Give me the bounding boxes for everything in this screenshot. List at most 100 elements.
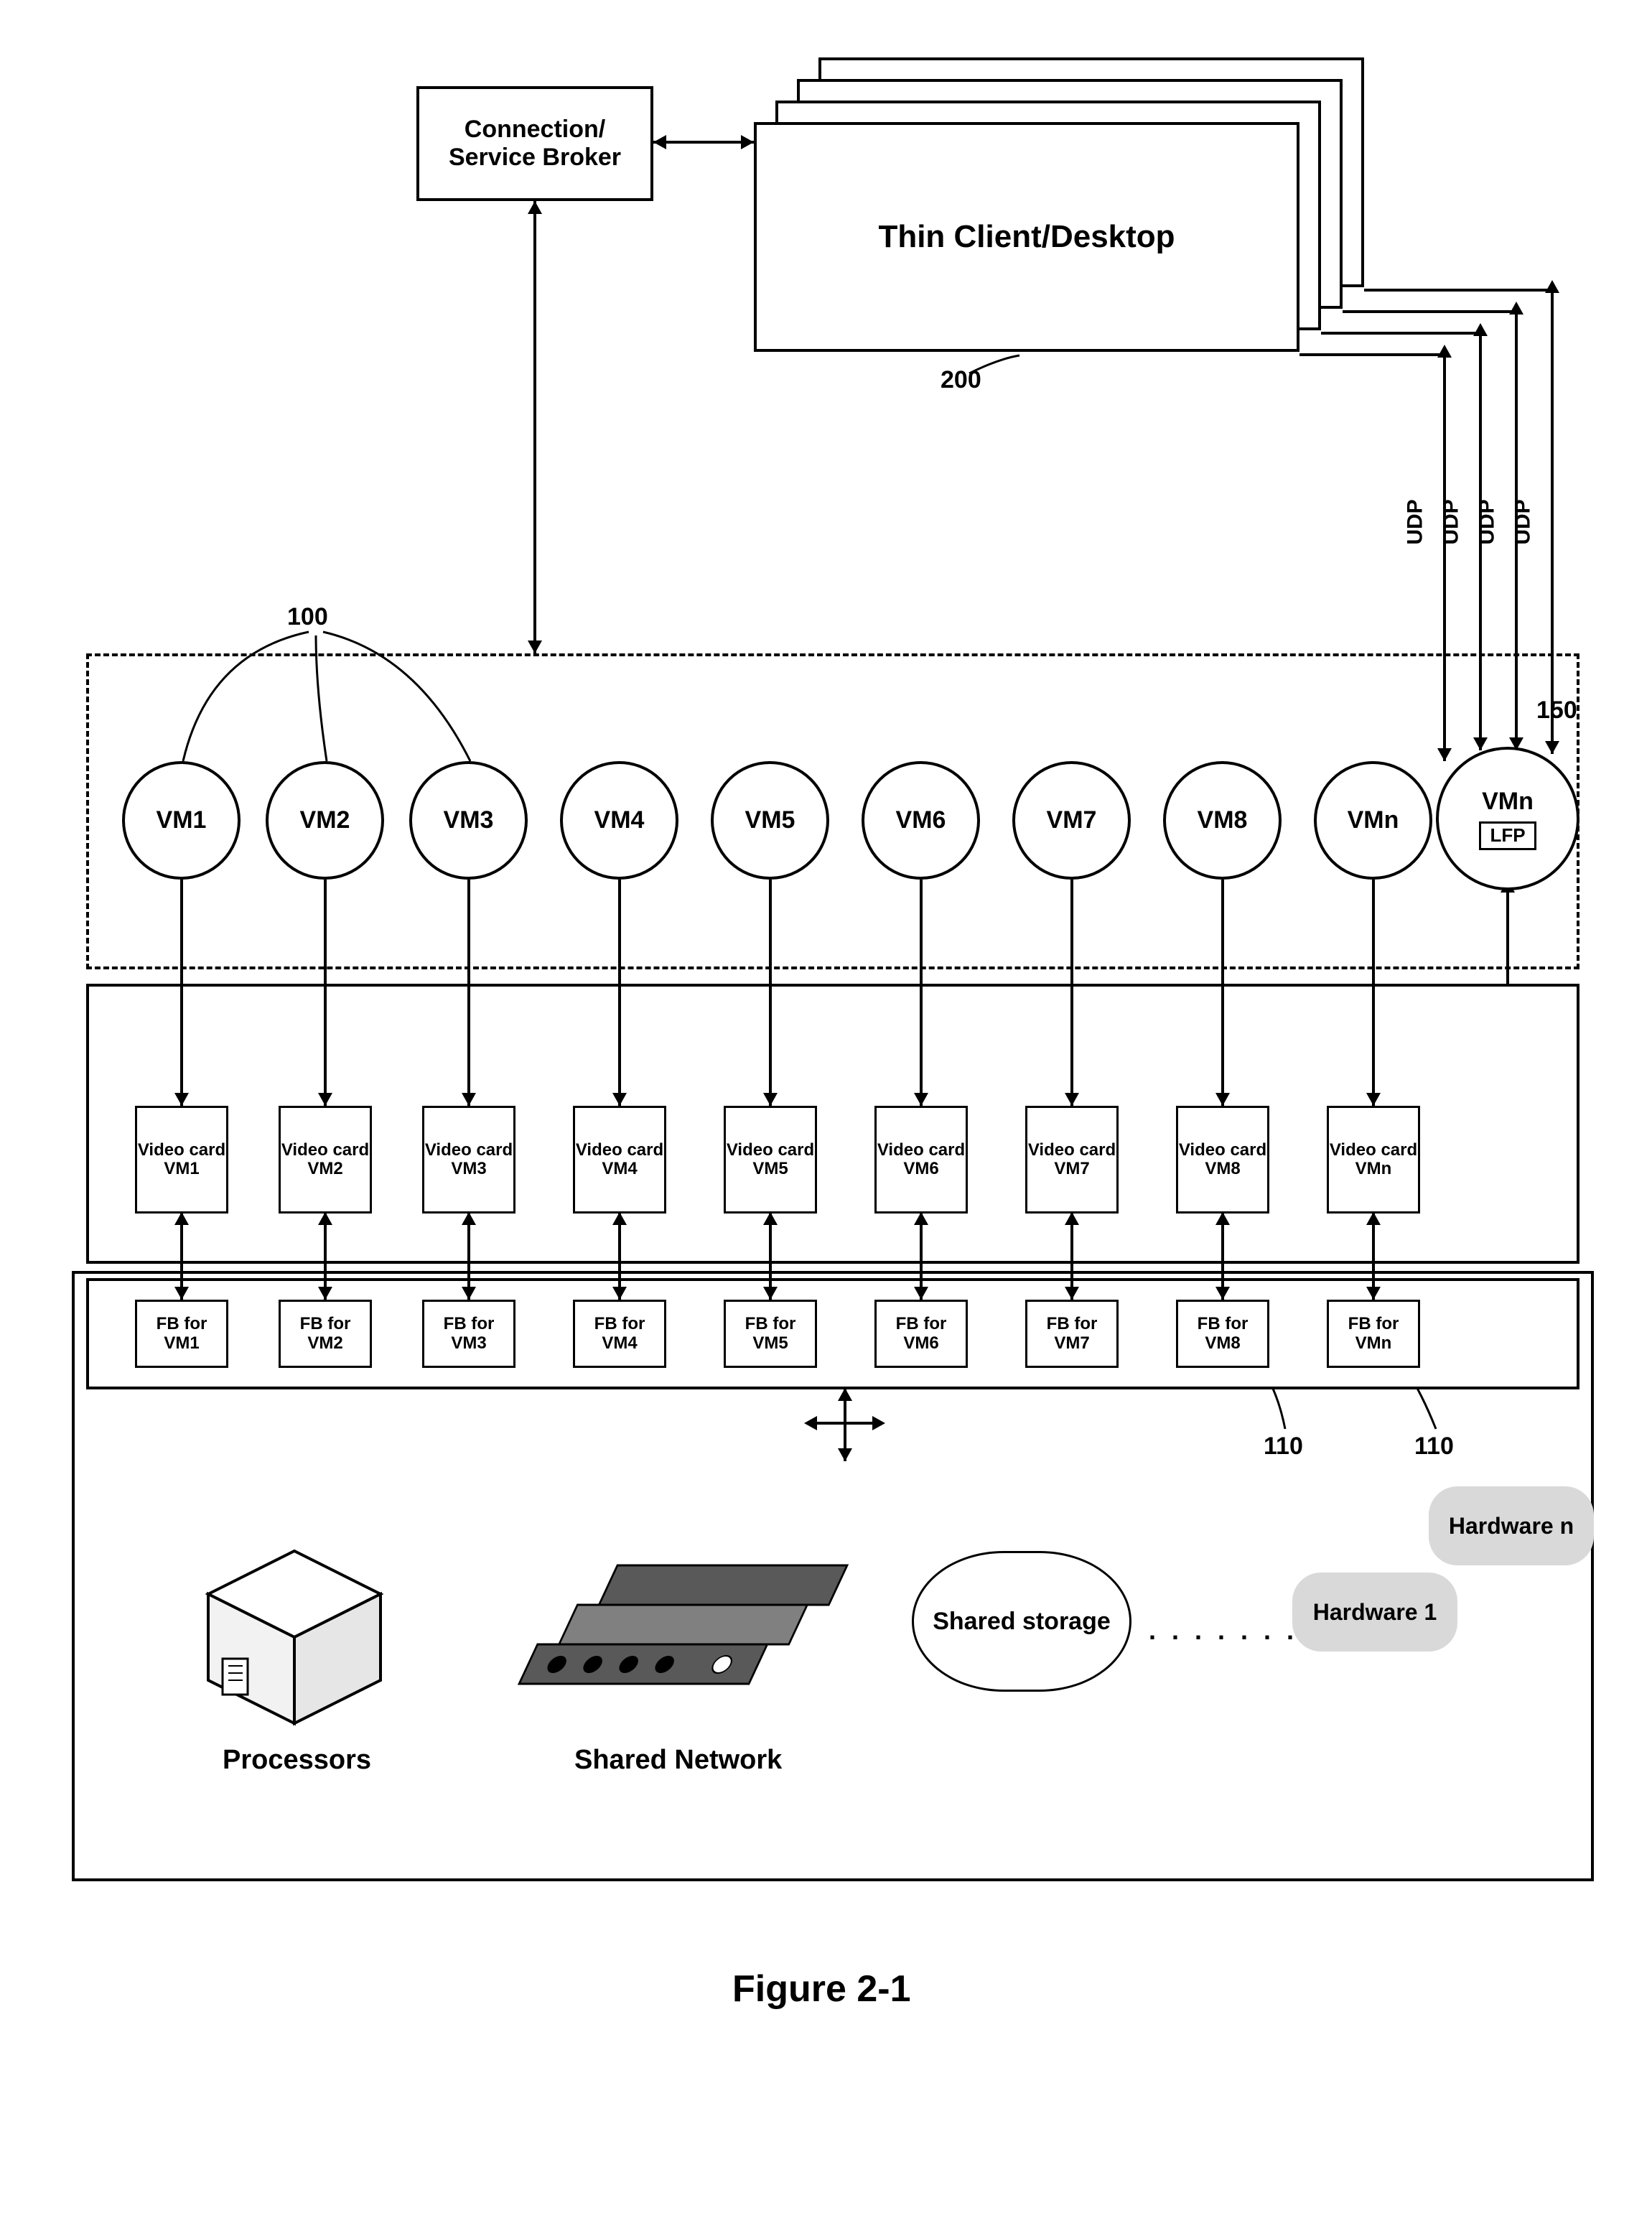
server-vm-name: VMn: [1482, 788, 1534, 816]
vm-group-ref: 100: [287, 603, 328, 631]
vm-2: VM2: [266, 761, 384, 880]
vc-line-3: [467, 880, 470, 1106]
fb-4: FB for VM4: [573, 1300, 666, 1368]
udp-line-4h: [1364, 289, 1554, 292]
fb-7: FB for VM7: [1025, 1300, 1119, 1368]
fb-6: FB for VM6: [874, 1300, 968, 1368]
cf-u-n: [1366, 1212, 1381, 1225]
cf-d-n: [1366, 1287, 1381, 1300]
fb-2: FB for VM2: [279, 1300, 372, 1368]
cf-d-7: [1065, 1287, 1079, 1300]
udp-label-1: UDP: [1404, 499, 1428, 544]
vc-a-6: [914, 1093, 928, 1106]
cf-u-5: [763, 1212, 778, 1225]
udp-line-4: [1551, 291, 1554, 754]
cf-u-8: [1215, 1212, 1230, 1225]
vc-line-1: [180, 880, 183, 1106]
cf-d-3: [462, 1287, 476, 1300]
udp-line-3h: [1343, 310, 1518, 313]
video-card-3: Video card VM3: [422, 1106, 515, 1214]
udp-line-2: [1479, 334, 1482, 750]
vc-line-n: [1372, 880, 1375, 1106]
cf-u-4: [612, 1212, 627, 1225]
video-card-4: Video card VM4: [573, 1106, 666, 1214]
hardware-ellipsis: . . . . . . .: [1149, 1616, 1298, 1646]
vc-a-4: [612, 1093, 627, 1106]
vm-5: VM5: [711, 761, 829, 880]
cf-u-3: [462, 1212, 476, 1225]
video-card-6: Video card VM6: [874, 1106, 968, 1214]
video-card-8: Video card VM8: [1176, 1106, 1269, 1214]
vm-1: VM1: [122, 761, 241, 880]
network-label: Shared Network: [574, 1745, 782, 1776]
hyp-to-server-line: [1506, 890, 1509, 984]
broker-down-arrow-u: [528, 201, 542, 214]
video-card-2: Video card VM2: [279, 1106, 372, 1214]
mem-down-u: [838, 1388, 852, 1401]
vc-a-2: [318, 1093, 332, 1106]
server-vm-lfp: LFP: [1479, 821, 1536, 850]
fb-ref-2: 110: [1414, 1433, 1454, 1461]
vc-line-6: [920, 880, 923, 1106]
vc-a-5: [763, 1093, 778, 1106]
vc-line-5: [769, 880, 772, 1106]
hardware-n: Hardware n: [1429, 1486, 1594, 1565]
udp-line-1h: [1299, 353, 1446, 356]
diagram-canvas: Hypervisor Memory Connection/ Service Br…: [29, 29, 1623, 2207]
fb-n: FB for VMn: [1327, 1300, 1420, 1368]
shared-storage: Shared storage: [912, 1551, 1131, 1692]
mem-across-l: [804, 1416, 817, 1430]
udp-line-3: [1515, 312, 1518, 750]
vm-6: VM6: [862, 761, 980, 880]
client-stack-0: Thin Client/Desktop: [754, 122, 1299, 352]
fb-ref-1: 110: [1264, 1433, 1303, 1461]
client-ref: 200: [941, 366, 981, 394]
broker-client-arrow-r: [741, 135, 754, 149]
broker-box: Connection/ Service Broker: [416, 86, 653, 201]
fb-1: FB for VM1: [135, 1300, 228, 1368]
udp2-d: [1473, 737, 1488, 750]
hardware-1: Hardware 1: [1292, 1573, 1457, 1652]
fb-3: FB for VM3: [422, 1300, 515, 1368]
mem-across-r: [872, 1416, 885, 1430]
udp1-d: [1437, 748, 1452, 761]
vc-a-3: [462, 1093, 476, 1106]
udp-line-1: [1443, 355, 1446, 761]
cf-d-1: [174, 1287, 189, 1300]
udp4-d: [1545, 741, 1559, 754]
vc-a-8: [1215, 1093, 1230, 1106]
cf-u-2: [318, 1212, 332, 1225]
server-vm: VMn LFP: [1436, 747, 1579, 890]
vc-line-8: [1221, 880, 1224, 1106]
broker-client-arrow-l: [653, 135, 666, 149]
cf-u-7: [1065, 1212, 1079, 1225]
vc-a-7: [1065, 1093, 1079, 1106]
video-card-5: Video card VM5: [724, 1106, 817, 1214]
vm-8: VM8: [1163, 761, 1282, 880]
vc-line-7: [1070, 880, 1073, 1106]
udp-line-2h: [1321, 332, 1482, 335]
cf-d-2: [318, 1287, 332, 1300]
vm-7: VM7: [1012, 761, 1131, 880]
vc-a-n: [1366, 1093, 1381, 1106]
cf-u-6: [914, 1212, 928, 1225]
video-card-7: Video card VM7: [1025, 1106, 1119, 1214]
broker-down-line: [533, 201, 536, 653]
vm-n: VMn: [1314, 761, 1432, 880]
cf-d-6: [914, 1287, 928, 1300]
video-card-1: Video card VM1: [135, 1106, 228, 1214]
cf-u-1: [174, 1212, 189, 1225]
processors-label: Processors: [223, 1745, 371, 1776]
cf-d-5: [763, 1287, 778, 1300]
broker-client-line: [653, 141, 754, 144]
cf-d-4: [612, 1287, 627, 1300]
mem-down-d: [838, 1448, 852, 1461]
vc-line-4: [618, 880, 621, 1106]
vc-line-2: [324, 880, 327, 1106]
fb-8: FB for VM8: [1176, 1300, 1269, 1368]
vm-4: VM4: [560, 761, 678, 880]
cf-d-8: [1215, 1287, 1230, 1300]
vm-3: VM3: [409, 761, 528, 880]
fb-5: FB for VM5: [724, 1300, 817, 1368]
mem-across-line: [815, 1422, 876, 1425]
